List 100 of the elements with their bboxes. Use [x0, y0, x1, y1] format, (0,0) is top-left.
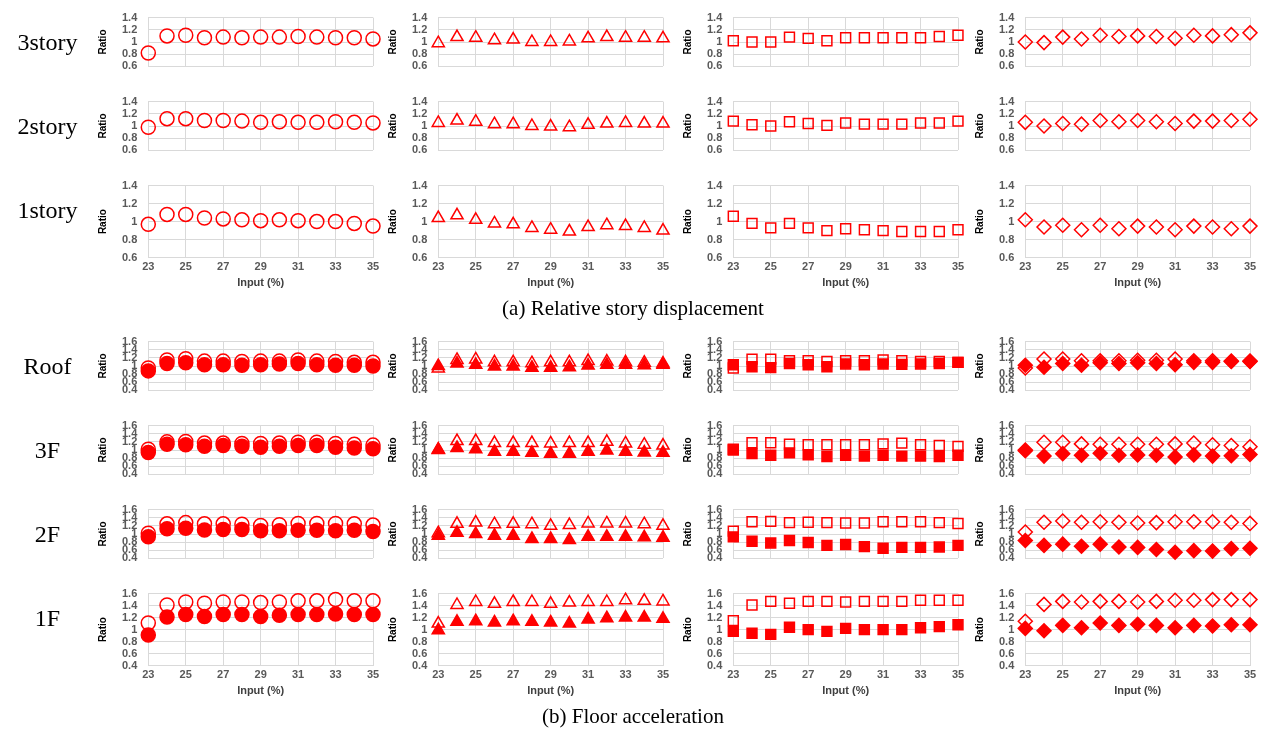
y-tick-label: 0.4 [411, 658, 429, 671]
y-tick-label: 1.6 [121, 334, 138, 347]
point [746, 447, 758, 460]
point [1167, 544, 1183, 561]
point [765, 537, 777, 549]
point [431, 210, 446, 223]
point [1073, 221, 1090, 238]
y-tick-label: 1.4 [706, 94, 724, 107]
y-tick-label: 1.2 [411, 610, 428, 623]
y-axis-title: Ratio [973, 521, 985, 547]
x-tick-label: 27 [217, 668, 230, 681]
x-tick-label: 33 [329, 260, 342, 273]
y-tick-label: 1.6 [706, 418, 723, 431]
point [952, 517, 964, 530]
point [1017, 34, 1034, 50]
point [1036, 514, 1052, 530]
point [1017, 212, 1034, 228]
y-tick-label: 1.4 [998, 10, 1016, 23]
y-tick-label: 0.8 [998, 47, 1015, 60]
point [309, 114, 325, 131]
y-tick-label: 0.6 [706, 646, 723, 659]
x-tick-label: 23 [727, 668, 740, 681]
x-tick-label: 31 [291, 260, 305, 273]
point [821, 35, 833, 47]
point [1054, 513, 1071, 529]
y-tick-label: 1.6 [998, 418, 1015, 431]
y-tick-label: 0.8 [706, 131, 723, 144]
point [543, 221, 558, 234]
point [877, 623, 889, 636]
point [765, 515, 777, 528]
point [839, 439, 852, 451]
point [1242, 25, 1258, 41]
point [802, 536, 814, 549]
point [821, 516, 833, 529]
y-tick-label: 1.6 [706, 334, 723, 347]
x-tick-label: 27 [507, 668, 520, 681]
point [506, 216, 521, 229]
point [1054, 617, 1071, 634]
point [234, 212, 250, 228]
point [618, 435, 633, 448]
point [839, 538, 852, 551]
y-axis-title: Ratio [96, 113, 108, 139]
point [783, 516, 796, 529]
x-tick-label: 33 [914, 668, 927, 681]
point [140, 216, 157, 233]
x-tick-label: 23 [432, 260, 445, 273]
point [618, 609, 633, 622]
point [783, 217, 796, 230]
point [177, 606, 194, 623]
x-tick-label: 25 [1056, 260, 1069, 273]
x-tick-label: 23 [727, 260, 740, 273]
y-tick-label: 1.6 [998, 502, 1015, 515]
point [858, 355, 871, 367]
point [952, 539, 964, 552]
point [821, 439, 833, 451]
point [215, 112, 231, 129]
point [309, 29, 325, 45]
y-tick-label: 1 [1008, 119, 1015, 132]
point [252, 29, 269, 45]
point [177, 594, 194, 610]
point [562, 33, 577, 46]
point [765, 36, 777, 48]
point [1054, 593, 1071, 610]
point [952, 440, 964, 453]
y-tick-label: 1 [421, 214, 428, 227]
point [525, 445, 539, 458]
point [839, 449, 852, 461]
x-tick-label: 31 [876, 260, 890, 273]
point [487, 614, 502, 627]
point [600, 217, 614, 230]
point [877, 595, 889, 608]
x-tick-label: 27 [1094, 260, 1107, 273]
point [877, 516, 889, 528]
point [1017, 114, 1034, 131]
point [271, 594, 288, 610]
y-tick-label: 1.6 [121, 418, 138, 431]
point [1054, 445, 1071, 462]
point [802, 355, 814, 367]
point [159, 609, 175, 625]
point [637, 529, 652, 542]
point [877, 224, 889, 237]
text: (a) Relative story displacement [501, 296, 765, 321]
point [896, 225, 908, 238]
y-tick-label: 1 [131, 35, 138, 48]
y-tick-label: 1 [1008, 35, 1015, 48]
point [196, 595, 213, 611]
point [487, 435, 502, 448]
point [365, 31, 381, 47]
point [1129, 447, 1146, 463]
point [618, 29, 633, 42]
point [487, 116, 502, 129]
point [746, 535, 758, 548]
point [637, 29, 652, 42]
point [933, 225, 945, 238]
point [1204, 448, 1221, 464]
point [450, 614, 464, 627]
y-tick-label: 0.8 [411, 232, 428, 245]
point [506, 527, 521, 540]
y-tick-label: 0.8 [411, 131, 428, 144]
y-tick-label: 1 [716, 622, 723, 635]
